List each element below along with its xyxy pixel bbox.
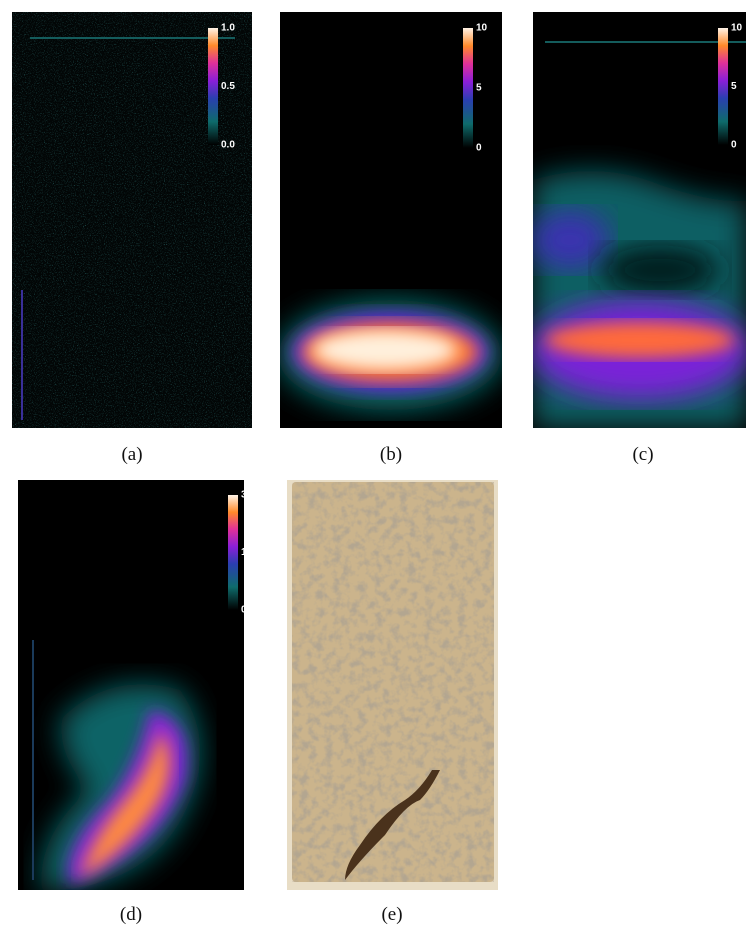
colorbar-tick-label: 1.5 — [241, 547, 255, 558]
blob — [530, 210, 610, 270]
colorbar — [228, 495, 238, 610]
colorbar — [463, 28, 473, 148]
panel-label: (e) — [381, 904, 402, 925]
colorbar-tick-label: 0 — [731, 140, 737, 151]
colorbar-tick-label: 10 — [731, 23, 743, 34]
panel-label: (c) — [632, 444, 653, 465]
colorbar — [718, 28, 728, 145]
figure: (a) (b) (c) (d) (e) 1.0 0.5 0.0 10 5 0 10 5 0 3.0… — [0, 0, 746, 932]
colorbar — [208, 28, 218, 145]
colorbar-tick-label: 0.0 — [241, 605, 255, 616]
colorbar-tick-label: 0.5 — [221, 81, 235, 92]
colorbar-tick-label: 1.0 — [221, 23, 235, 34]
panel-label: (d) — [120, 904, 142, 925]
page: (a) (b) (c) (d) (e) 1.0 0.5 0.0 10 5 0 10 5 0 3.0… — [0, 0, 746, 932]
panel-label: (a) — [121, 444, 142, 465]
colorbar-tick-label: 5 — [476, 83, 482, 94]
colorbar-tick-label: 10 — [476, 23, 488, 34]
colorbar-tick-label: 5 — [731, 81, 737, 92]
colorbar-tick-label: 0.0 — [221, 140, 235, 151]
colorbar-tick-label: 3.0 — [241, 490, 255, 501]
blob — [545, 322, 735, 358]
blob — [313, 330, 457, 370]
colorbar-tick-label: 0 — [476, 143, 482, 154]
blob — [600, 245, 720, 295]
panel-label: (b) — [380, 444, 402, 465]
